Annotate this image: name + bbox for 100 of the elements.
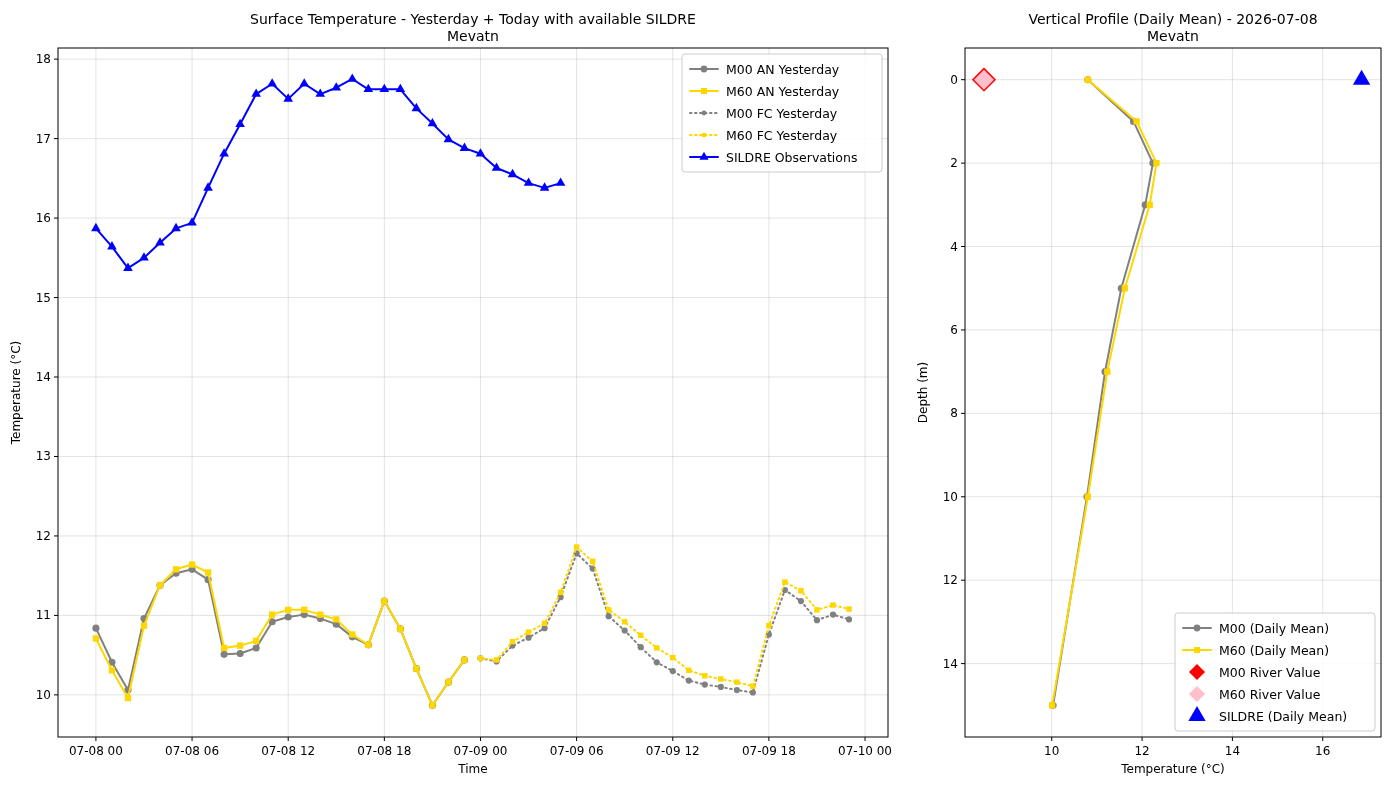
x-tick-label: 14	[1224, 744, 1241, 758]
point	[139, 252, 149, 261]
point	[814, 607, 820, 613]
point	[171, 222, 181, 232]
point	[91, 222, 101, 232]
point	[267, 78, 277, 87]
chart-title: Surface Temperature - Yesterday + Today with available SILDRE	[250, 11, 696, 27]
point	[701, 681, 708, 688]
point	[299, 78, 310, 87]
point	[733, 687, 740, 694]
y-tick-label: 14	[35, 370, 51, 384]
point	[235, 118, 245, 128]
y-tick-label: 11	[35, 608, 51, 623]
point	[782, 579, 788, 585]
point	[605, 613, 612, 620]
legend-label: M00 (Daily Mean)	[1219, 620, 1330, 636]
point	[765, 631, 772, 638]
point	[555, 177, 566, 186]
point	[236, 650, 244, 658]
point	[283, 93, 294, 102]
x-tick-label: 07-09 18	[741, 744, 796, 758]
point	[204, 569, 212, 576]
point	[347, 73, 358, 82]
y-tick-label: 12	[942, 573, 958, 588]
y-tick-label: 4	[950, 239, 958, 254]
point	[475, 148, 486, 157]
point	[251, 88, 261, 97]
point	[395, 83, 406, 93]
y-tick-label: 17	[35, 131, 51, 146]
point	[669, 667, 676, 675]
point	[797, 598, 805, 605]
point	[686, 667, 692, 673]
point	[702, 673, 708, 679]
point	[268, 618, 276, 626]
point	[220, 650, 228, 658]
point	[301, 606, 308, 614]
legend-label: M00 River Value	[1219, 664, 1321, 680]
point	[203, 182, 213, 191]
point	[750, 683, 756, 689]
point	[188, 561, 196, 568]
point	[829, 611, 837, 618]
point	[541, 625, 548, 632]
point	[830, 602, 836, 608]
point	[269, 611, 276, 618]
x-tick-label: 10	[1044, 744, 1060, 758]
point	[734, 679, 740, 685]
point	[187, 217, 197, 226]
point	[220, 644, 228, 652]
point	[846, 606, 852, 612]
point	[443, 133, 454, 143]
point	[411, 102, 422, 112]
y-tick-label: 13	[35, 449, 51, 464]
x-tick-label: 07-08 06	[165, 744, 220, 758]
y-tick-label: 15	[35, 290, 51, 305]
point	[363, 83, 374, 93]
point	[252, 644, 260, 652]
point	[539, 182, 550, 191]
point	[813, 617, 821, 624]
y-tick-label: 6	[950, 322, 958, 337]
x-tick-label: 07-09 06	[549, 744, 604, 758]
y-tick-label: 0	[950, 72, 958, 87]
x-tick-label: 07-09 00	[453, 744, 508, 758]
point	[315, 88, 326, 97]
x-tick-label: 07-10 00	[838, 744, 893, 758]
point	[525, 634, 532, 641]
point	[685, 677, 692, 684]
y-tick-label: 14	[942, 656, 958, 671]
point	[605, 607, 612, 613]
point	[798, 588, 804, 594]
point	[284, 613, 292, 621]
point	[285, 606, 292, 614]
y-tick-label: 8	[950, 406, 958, 421]
point	[621, 619, 628, 625]
legend-label: M60 River Value	[1219, 686, 1321, 702]
x-axis-title: Time	[457, 762, 488, 776]
point	[172, 566, 180, 573]
x-tick-label: 16	[1315, 744, 1331, 758]
point	[331, 82, 342, 91]
x-tick-label: 12	[1134, 744, 1150, 758]
point	[123, 262, 133, 271]
point	[108, 658, 116, 666]
point	[653, 645, 660, 651]
x-axis-title: Temperature (°C)	[1120, 762, 1225, 776]
point	[252, 637, 260, 644]
point	[523, 177, 534, 186]
y-tick-label: 16	[35, 211, 51, 226]
y-axis-title: Temperature (°C)	[9, 340, 23, 446]
point	[427, 117, 438, 127]
point	[317, 611, 324, 618]
point	[845, 616, 853, 623]
point	[1133, 118, 1140, 125]
chart-title: Vertical Profile (Daily Mean) - 2026-07-08	[1028, 11, 1318, 27]
legend-label: SILDRE (Daily Mean)	[1219, 708, 1348, 724]
point	[1121, 285, 1129, 292]
y-tick-label: 2	[950, 156, 958, 171]
point	[92, 624, 100, 632]
point	[766, 623, 772, 629]
y-tick-label: 10	[942, 489, 958, 504]
x-tick-label: 07-08 18	[357, 744, 412, 758]
point	[507, 168, 518, 178]
